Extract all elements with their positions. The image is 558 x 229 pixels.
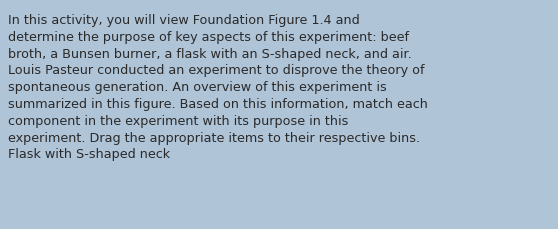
Text: In this activity, you will view Foundation Figure 1.4 and
determine the purpose : In this activity, you will view Foundati… — [8, 14, 428, 161]
